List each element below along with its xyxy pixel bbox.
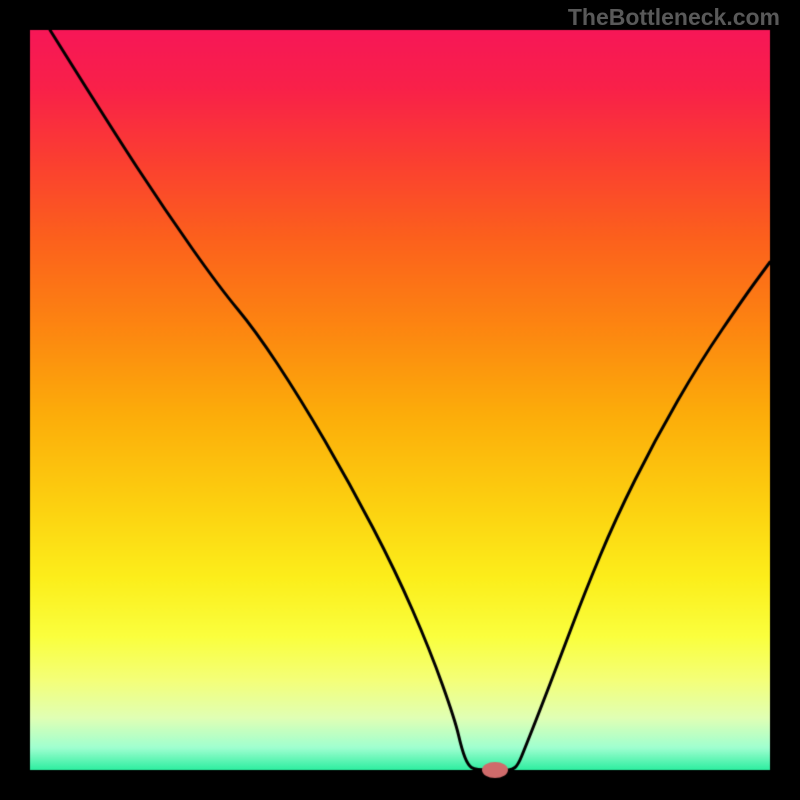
watermark-text: TheBottleneck.com (568, 4, 780, 31)
bottleneck-chart (0, 0, 800, 800)
